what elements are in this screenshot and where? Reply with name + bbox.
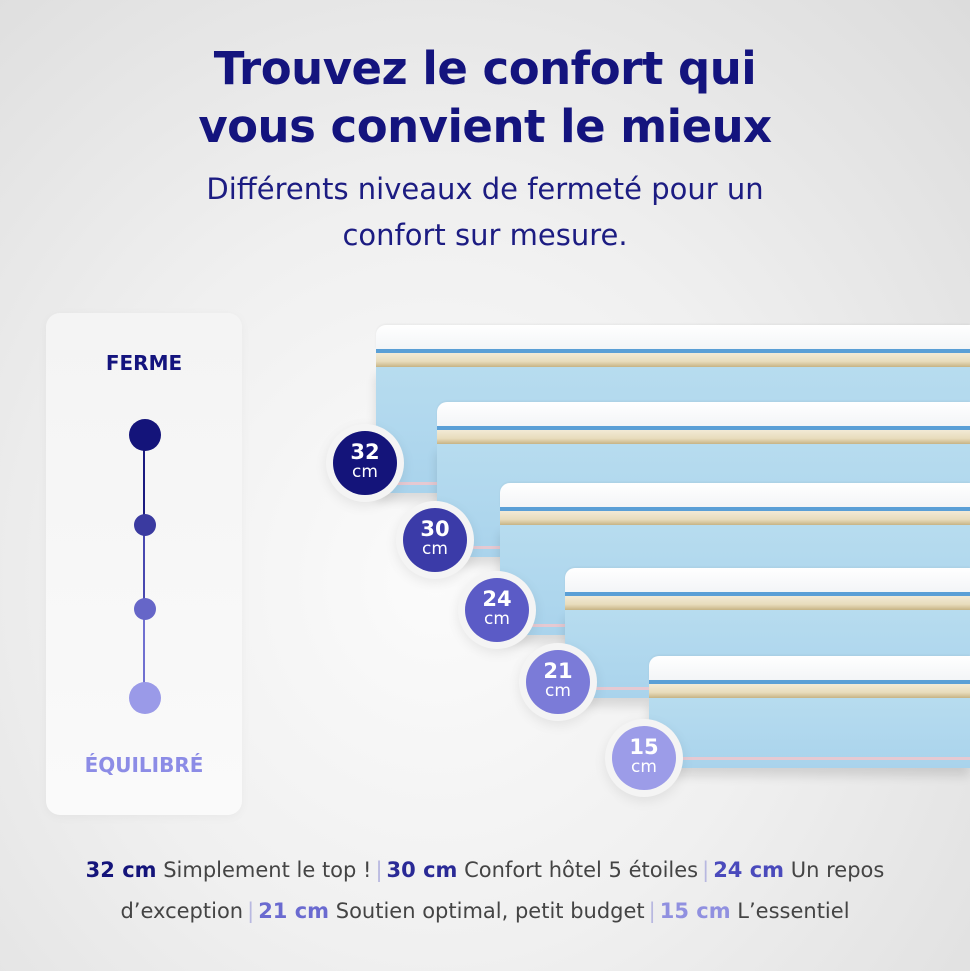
mattress-15 (649, 656, 970, 768)
legend-size: 32 cm (85, 858, 157, 882)
badge-30: 30 cm (403, 508, 467, 572)
badge-21: 21 cm (526, 650, 590, 714)
legend-size: 30 cm (386, 858, 458, 882)
firm-label: FERME (105, 351, 183, 375)
legend-text: Simplement le top ! (163, 858, 372, 882)
scale-line (143, 525, 145, 610)
badge-24: 24 cm (465, 578, 529, 642)
scale-line (143, 435, 145, 525)
badge-32: 32 cm (333, 431, 397, 495)
headline: Trouvez le confort qui vous convient le … (198, 42, 772, 153)
legend-text: Un repos d’exception (120, 858, 885, 923)
size-legend: 32 cm Simplement le top ! | 30 cm Confort … (85, 858, 885, 923)
legend-size: 15 cm (659, 899, 731, 923)
level-dot-4 (129, 682, 161, 714)
badge-15: 15 cm (612, 726, 676, 790)
firmness-scale: FERME ÉQUILIBRÉ (46, 313, 242, 815)
legend-size: 24 cm (713, 858, 785, 882)
scale-line (143, 610, 145, 698)
level-dot-1 (129, 419, 161, 451)
legend-text: Soutien optimal, petit budget (335, 899, 645, 923)
level-dot-3 (134, 598, 156, 620)
balanced-label: ÉQUILIBRÉ (84, 753, 204, 777)
legend-size: 21 cm (258, 899, 330, 923)
legend-text: L’essentiel (737, 899, 850, 923)
subtitle: Différents niveaux de fermeté pour un co… (206, 172, 764, 252)
legend-text: Confort hôtel 5 étoiles (464, 858, 699, 882)
level-dot-2 (134, 514, 156, 536)
